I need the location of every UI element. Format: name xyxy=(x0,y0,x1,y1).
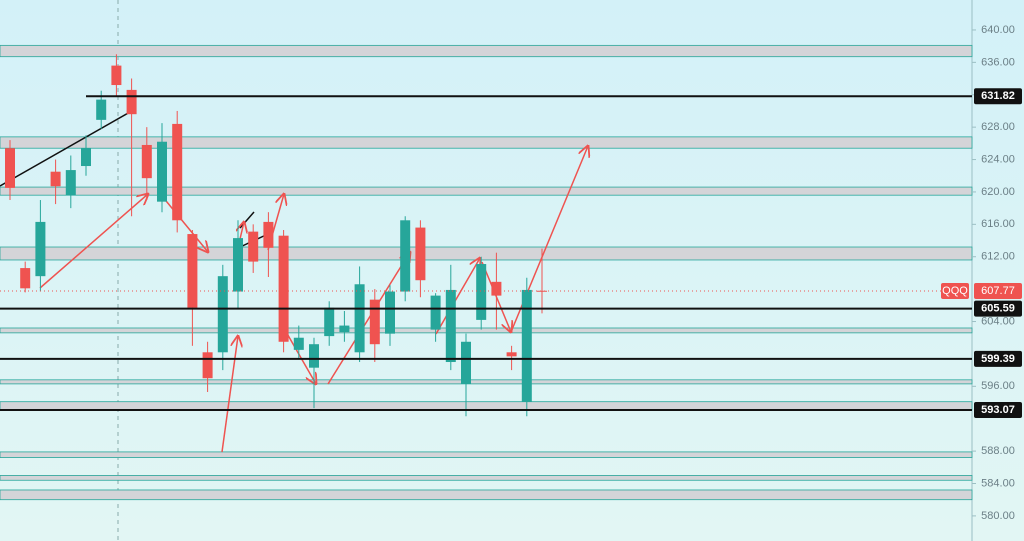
candle-body xyxy=(35,221,46,277)
candle-body xyxy=(415,227,426,281)
candle-body xyxy=(263,221,274,248)
zone xyxy=(0,186,973,196)
candle-body xyxy=(369,299,380,345)
candle-body xyxy=(172,123,183,221)
y-tick-label: 624.00 xyxy=(981,153,1015,165)
candle-body xyxy=(157,141,167,202)
price-label-box xyxy=(974,88,1022,105)
candle-body xyxy=(81,148,91,167)
candle-body xyxy=(202,352,213,379)
candle-body xyxy=(65,170,76,196)
price-label-box xyxy=(974,350,1022,367)
price-label-box xyxy=(974,402,1022,419)
candle-body xyxy=(293,337,304,350)
y-tick-label: 612.00 xyxy=(981,251,1015,263)
zone xyxy=(0,379,973,385)
y-tick-label: 636.00 xyxy=(981,56,1015,68)
price-label: 605.59 xyxy=(981,303,1015,315)
zone xyxy=(0,44,973,58)
y-tick-label: 580.00 xyxy=(981,510,1015,522)
zone xyxy=(0,451,973,458)
y-tick-label: 640.00 xyxy=(981,24,1015,36)
y-tick-label: 604.00 xyxy=(981,315,1015,327)
candle-body xyxy=(354,284,365,353)
candle-body xyxy=(461,341,471,384)
zone xyxy=(0,489,973,501)
candle-body xyxy=(278,235,289,342)
candle-body xyxy=(445,289,456,363)
y-tick-label: 584.00 xyxy=(981,477,1015,489)
candle-body xyxy=(126,89,137,115)
candle-body xyxy=(217,276,228,353)
y-tick-label: 628.00 xyxy=(981,121,1015,133)
price-label: 631.82 xyxy=(981,90,1015,102)
candle-body xyxy=(537,290,547,292)
symbol-box xyxy=(941,282,969,299)
candle-body xyxy=(20,268,31,289)
candle-body xyxy=(324,307,335,337)
candle-body xyxy=(187,234,198,308)
price-label: 593.07 xyxy=(981,404,1015,416)
candle-body xyxy=(141,144,152,179)
candle-body xyxy=(400,220,411,292)
y-tick-label: 620.00 xyxy=(981,186,1015,198)
candle-body xyxy=(476,264,487,320)
price-label-box xyxy=(974,300,1022,317)
last-price-label: 607.77 xyxy=(981,285,1015,297)
y-tick-label: 588.00 xyxy=(981,445,1015,457)
zone xyxy=(0,136,973,149)
zone xyxy=(0,474,973,481)
zone xyxy=(0,401,973,411)
candle-body xyxy=(491,281,502,296)
y-tick-label: 596.00 xyxy=(981,380,1015,392)
candle-body xyxy=(506,352,517,357)
last-price-box xyxy=(974,282,1022,299)
symbol-label: QQQ xyxy=(942,285,968,297)
candle-body xyxy=(50,171,61,187)
candle-body xyxy=(96,99,107,120)
candle-body xyxy=(233,238,243,292)
zone xyxy=(0,327,973,334)
candle-body xyxy=(248,231,259,262)
candle-body xyxy=(111,65,122,86)
price-label: 599.39 xyxy=(981,353,1015,365)
candle-body xyxy=(385,291,395,334)
candle-body xyxy=(521,289,532,402)
zone xyxy=(0,246,973,261)
candle-body xyxy=(339,325,350,333)
candle-body xyxy=(5,148,15,188)
y-tick-label: 616.00 xyxy=(981,218,1015,230)
candle-body xyxy=(430,295,441,330)
candle-body xyxy=(309,344,319,368)
